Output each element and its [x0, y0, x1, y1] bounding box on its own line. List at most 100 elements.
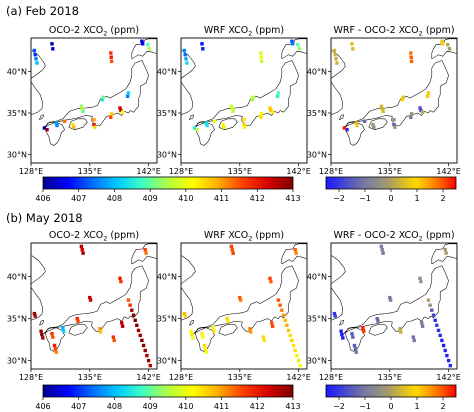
xco2-point — [71, 123, 75, 127]
xco2-point — [350, 332, 354, 336]
xco2-point — [92, 123, 96, 127]
xco2-point — [399, 330, 403, 334]
xco2-point — [441, 343, 446, 348]
y-tick-label: 40°N — [7, 67, 27, 76]
xco2-point — [401, 95, 405, 99]
xco2-point — [398, 327, 402, 331]
xco2-point — [441, 42, 445, 46]
xco2-point — [119, 279, 123, 284]
colorbar-tick-label: −1 — [359, 402, 371, 411]
xco2-point — [231, 109, 235, 113]
xco2-point — [286, 328, 291, 333]
xco2-point — [409, 115, 413, 119]
xco2-point — [72, 125, 76, 129]
x-tick-label: 128°E — [319, 373, 343, 382]
xco2-point — [280, 308, 284, 312]
coastline — [43, 265, 149, 334]
x-tick-label: 142°E — [286, 167, 310, 176]
xco2-point — [62, 119, 67, 123]
xco2-point — [51, 47, 55, 51]
x-tick-label: 135°E — [228, 373, 252, 382]
xco2-point — [361, 326, 365, 330]
xco2-point — [340, 332, 344, 337]
colorbar-tick-label: 409 — [143, 402, 158, 411]
xco2-point — [50, 42, 54, 46]
xco2-point — [362, 119, 367, 123]
xco2-point — [33, 314, 37, 318]
xco2-point — [184, 57, 188, 61]
colorbar-tick-label: 408 — [107, 402, 122, 411]
coastline — [189, 114, 194, 120]
xco2-point — [100, 98, 105, 102]
coastline — [339, 320, 344, 326]
xco2-point — [75, 316, 79, 321]
xco2-point — [345, 128, 349, 132]
y-tick-label: 40°N — [307, 67, 327, 76]
xco2-point — [205, 123, 209, 128]
colorbar-gradient — [42, 176, 294, 190]
xco2-point — [294, 251, 298, 255]
colorbar-feb-diff: −2 −1 0 1 2 — [325, 176, 457, 203]
xco2-point — [249, 330, 253, 334]
xco2-point — [446, 358, 451, 363]
xco2-point — [380, 248, 384, 252]
xco2-point — [225, 316, 229, 321]
xco2-point — [335, 61, 339, 65]
y-tick-label: 35°N — [7, 315, 27, 324]
xco2-point — [334, 57, 338, 61]
xco2-point — [112, 338, 116, 343]
colorbar-tick-label: −2 — [333, 402, 345, 411]
xco2-point — [409, 55, 413, 59]
xco2-point — [278, 303, 282, 307]
xco2-point — [202, 343, 207, 348]
map-frame — [180, 37, 308, 164]
y-tick-label: 30°N — [307, 357, 327, 366]
colorbar-tick-label: 412 — [250, 402, 265, 411]
colorbar-tick-label: 406 — [35, 194, 50, 203]
xco2-point — [79, 104, 84, 108]
xco2-point — [133, 318, 137, 322]
xco2-point — [420, 110, 425, 114]
colorbar-tick-label: 411 — [214, 194, 229, 203]
coastline — [345, 327, 365, 352]
xco2-point — [296, 358, 301, 363]
xco2-point — [143, 248, 147, 252]
xco2-point — [221, 123, 225, 127]
colorbar-tick-label: 413 — [285, 402, 300, 411]
y-tick-label: 35°N — [157, 109, 177, 118]
map-panel-feb-oco2: OCO-2 XCO2 (ppm) 128°E 135°E 142°E 30°N 35°N 4… — [7, 25, 161, 176]
xco2-point — [420, 321, 424, 325]
xco2-point — [79, 244, 84, 249]
colorbar-tick-label: 1 — [414, 402, 419, 411]
coastline — [195, 121, 215, 146]
y-tick-label: 30°N — [157, 151, 177, 160]
colorbar-feb-abs: 406 407 408 409 410 411 412 413 — [35, 176, 301, 203]
map-panel-feb-wrf: WRF XCO2 (ppm) 128°E 135°E 142°E 30°N 35°N 40°… — [157, 25, 311, 176]
xco2-point — [285, 323, 289, 327]
map-panel-feb-diff: WRF - OCO-2 XCO2 (ppm) 128°E 135°E 142°E 30°… — [307, 25, 461, 176]
xco2-point — [409, 59, 414, 63]
xco2-point — [55, 123, 59, 128]
y-tick-label: 30°N — [157, 357, 177, 366]
xco2-point — [268, 276, 272, 280]
xco2-point — [147, 47, 152, 51]
xco2-point — [381, 251, 385, 255]
coastline — [131, 243, 157, 265]
xco2-point — [354, 121, 358, 125]
xco2-point — [54, 121, 58, 125]
xco2-point — [135, 323, 139, 327]
coastline — [193, 60, 299, 129]
xco2-point — [229, 244, 234, 249]
y-tick-label: 40°N — [157, 67, 177, 76]
map-panel-may-wrf: WRF XCO2 (ppm) 128°E 135°E 142°E 30°N 35°N 40°… — [157, 230, 311, 382]
xco2-point — [39, 329, 43, 333]
xco2-point — [145, 353, 149, 358]
xco2-point — [52, 343, 57, 348]
xco2-point — [275, 94, 280, 98]
map-title: WRF - OCO-2 XCO2 (ppm) — [333, 25, 454, 38]
coastline — [218, 118, 238, 130]
xco2-point — [92, 118, 96, 122]
xco2-point — [426, 91, 431, 95]
xco2-point — [238, 295, 242, 300]
y-tick-label: 35°N — [307, 109, 327, 118]
